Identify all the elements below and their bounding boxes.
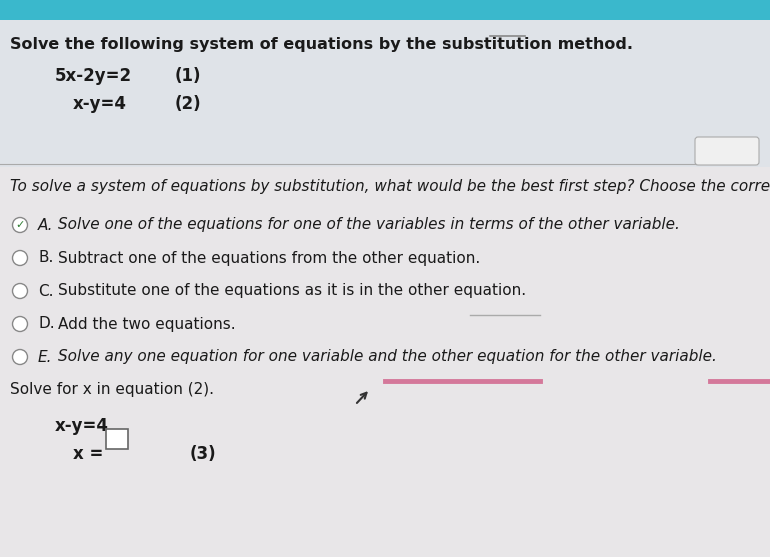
Text: A.: A. xyxy=(38,217,53,232)
Circle shape xyxy=(12,349,28,364)
Circle shape xyxy=(12,316,28,331)
Text: 5x-2y=2: 5x-2y=2 xyxy=(55,67,132,85)
Text: Substitute one of the equations as it is in the other equation.: Substitute one of the equations as it is… xyxy=(58,284,526,299)
Text: B.: B. xyxy=(38,251,53,266)
Circle shape xyxy=(12,251,28,266)
Text: (3): (3) xyxy=(190,445,216,463)
Text: Solve one of the equations for one of the variables in terms of the other variab: Solve one of the equations for one of th… xyxy=(58,217,680,232)
Text: x-y=4: x-y=4 xyxy=(55,417,109,435)
FancyBboxPatch shape xyxy=(106,429,128,449)
Text: To solve a system of equations by substitution, what would be the best first ste: To solve a system of equations by substi… xyxy=(10,179,770,194)
Text: Subtract one of the equations from the other equation.: Subtract one of the equations from the o… xyxy=(58,251,480,266)
Text: ...: ... xyxy=(721,146,733,156)
FancyBboxPatch shape xyxy=(0,20,770,167)
Circle shape xyxy=(12,284,28,299)
Text: Add the two equations.: Add the two equations. xyxy=(58,316,236,331)
Text: Solve for x in equation (2).: Solve for x in equation (2). xyxy=(10,382,214,397)
Circle shape xyxy=(12,217,28,232)
Text: E.: E. xyxy=(38,349,52,364)
Text: (1): (1) xyxy=(175,67,202,85)
Text: Solve any one equation for one variable and the other equation for the other var: Solve any one equation for one variable … xyxy=(58,349,717,364)
Text: (2): (2) xyxy=(175,95,202,113)
FancyBboxPatch shape xyxy=(0,167,770,557)
Text: C.: C. xyxy=(38,284,53,299)
Text: Solve the following system of equations by the substitution method.: Solve the following system of equations … xyxy=(10,37,633,52)
Text: ✓: ✓ xyxy=(15,220,25,230)
FancyBboxPatch shape xyxy=(0,0,770,20)
Text: D.: D. xyxy=(38,316,55,331)
FancyBboxPatch shape xyxy=(695,137,759,165)
Text: x =: x = xyxy=(73,445,103,463)
Text: x-y=4: x-y=4 xyxy=(73,95,127,113)
